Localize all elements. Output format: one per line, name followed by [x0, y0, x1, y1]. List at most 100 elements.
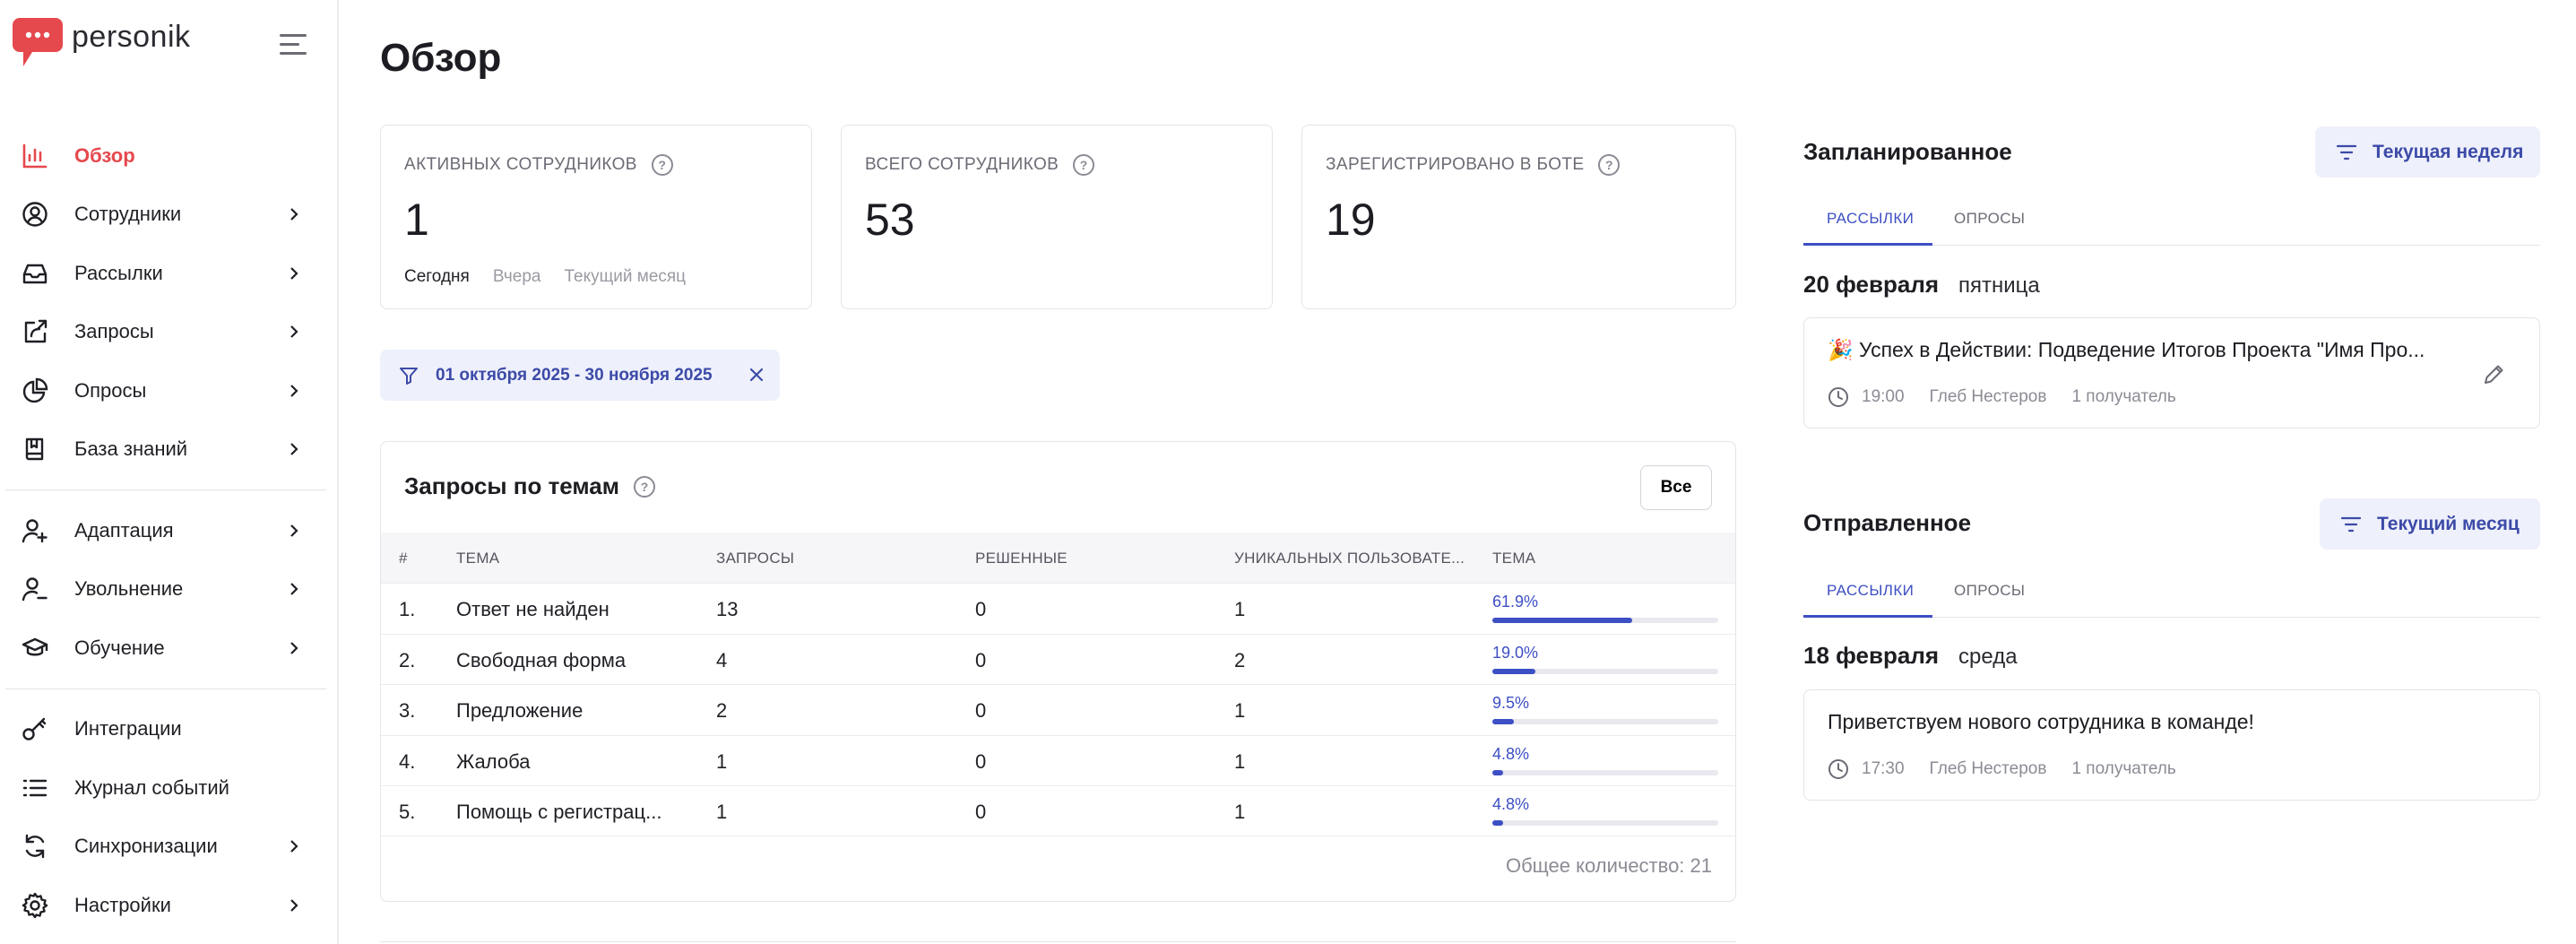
sidebar-item-employees[interactable]: Сотрудники: [0, 186, 332, 245]
chevron-right-icon: [290, 641, 298, 654]
column-header[interactable]: РЕШЕННЫЕ: [975, 550, 1068, 567]
date-filter-chip[interactable]: 01 октября 2025 - 30 ноября 2025: [380, 350, 780, 401]
help-icon[interactable]: ?: [634, 475, 656, 498]
column-header[interactable]: ТЕМА: [456, 550, 500, 567]
table-row[interactable]: 2. Свободная форма 4 0 2 19.0%: [381, 633, 1735, 685]
pencil-icon[interactable]: [2482, 361, 2507, 386]
sidebar-item-surveys[interactable]: Опросы: [0, 361, 332, 420]
help-icon[interactable]: ?: [1598, 154, 1621, 176]
progress-fill: [1492, 820, 1504, 826]
progress-fill: [1492, 719, 1514, 724]
month-filter-button[interactable]: Текущий месяц: [2320, 498, 2540, 550]
pie-chart-icon: [20, 376, 50, 406]
table-row[interactable]: 4. Жалоба 1 0 1 4.8%: [381, 734, 1735, 786]
table-row[interactable]: 5. Помощь с регистрац... 1 0 1 4.8%: [381, 785, 1735, 836]
tab-current-month[interactable]: Текущий месяц: [564, 267, 687, 286]
sidebar-item-label: Обучение: [74, 636, 165, 659]
weekday-label: пятница: [1958, 273, 2040, 298]
sidebar-item-sync[interactable]: Синхронизации: [0, 818, 332, 877]
tab-surveys[interactable]: ОПРОСЫ: [1954, 582, 2026, 599]
menu-toggle-icon[interactable]: [280, 32, 310, 57]
row-requests: 2: [716, 699, 728, 722]
column-header[interactable]: УНИКАЛЬНЫХ ПОЛЬЗОВАТЕ...: [1234, 550, 1465, 567]
row-requests: 13: [716, 598, 739, 620]
event-recipients: 1 получатель: [2071, 387, 2176, 406]
sidebar-item-mailings[interactable]: Рассылки: [0, 244, 332, 303]
sidebar-item-requests[interactable]: Запросы: [0, 303, 332, 362]
row-percent: 19.0%: [1492, 643, 1539, 662]
row-number: 4.: [399, 749, 416, 773]
sidebar-item-overview[interactable]: Обзор: [0, 126, 332, 186]
column-header[interactable]: ТЕМА: [1492, 550, 1536, 567]
chevron-right-icon: [290, 898, 298, 912]
progress-track: [1492, 618, 1718, 623]
logo-text: personik: [72, 19, 191, 54]
inbox-icon: [20, 258, 50, 289]
tab-surveys[interactable]: ОПРОСЫ: [1954, 210, 2026, 227]
sidebar-item-training[interactable]: Обучение: [0, 619, 332, 678]
chevron-right-icon: [290, 384, 298, 397]
stat-value: 19: [1326, 195, 1376, 245]
tab-mailings[interactable]: РАССЫЛКИ: [1827, 210, 1915, 227]
chevron-right-icon: [290, 208, 298, 221]
event-time: 19:00: [1862, 387, 1905, 406]
sidebar: personik Обзор Сотрудники Рассылки Запро…: [0, 0, 339, 944]
row-topic: Предложение: [456, 699, 583, 722]
stat-card-registered: ЗАРЕГИСТРИРОВАНО В БОТЕ? 19: [1301, 125, 1736, 309]
chevron-right-icon: [290, 583, 298, 596]
chevron-right-icon: [290, 443, 298, 456]
card-title: Запросы по темам: [404, 472, 620, 499]
stat-value: 1: [404, 195, 429, 245]
sidebar-item-dismissal[interactable]: Увольнение: [0, 560, 332, 619]
sidebar-item-adaptation[interactable]: Адаптация: [0, 501, 332, 560]
sidebar-item-label: Запросы: [74, 320, 154, 343]
user-add-icon: [20, 515, 50, 546]
table-row[interactable]: 1. Ответ не найден 13 0 1 61.9%: [381, 583, 1735, 634]
sent-event-card[interactable]: Приветствуем нового сотрудника в команде…: [1803, 689, 2540, 801]
stat-title: ЗАРЕГИСТРИРОВАНО В БОТЕ: [1326, 155, 1585, 174]
tab-mailings[interactable]: РАССЫЛКИ: [1827, 582, 1915, 599]
close-icon[interactable]: [748, 366, 765, 384]
sidebar-item-label: Опросы: [74, 378, 147, 402]
event-recipients: 1 получатель: [2071, 759, 2176, 778]
chevron-right-icon: [290, 840, 298, 853]
logo[interactable]: personik: [13, 14, 191, 70]
progress-track: [1492, 820, 1718, 826]
sidebar-item-label: Обзор: [74, 143, 135, 167]
row-percent: 9.5%: [1492, 694, 1530, 712]
tab-yesterday[interactable]: Вчера: [492, 267, 541, 286]
progress-fill: [1492, 668, 1535, 674]
all-button[interactable]: Все: [1640, 465, 1712, 510]
sidebar-item-knowledge-base[interactable]: База знаний: [0, 420, 332, 480]
column-header[interactable]: ЗАПРОСЫ: [716, 550, 795, 567]
stat-value: 53: [865, 195, 915, 245]
event-time: 17:30: [1862, 759, 1905, 778]
sent-tabs: РАССЫЛКИ ОПРОСЫ: [1803, 567, 2540, 618]
gear-icon: [20, 890, 50, 921]
progress-fill: [1492, 769, 1504, 775]
chevron-right-icon: [290, 325, 298, 339]
row-requests: 1: [716, 801, 728, 823]
week-filter-button[interactable]: Текущая неделя: [2315, 126, 2540, 178]
sidebar-item-settings[interactable]: Настройки: [0, 876, 332, 935]
row-solved: 0: [975, 598, 987, 620]
stat-card-active: АКТИВНЫХ СОТРУДНИКОВ? 1 Сегодня Вчера Те…: [380, 125, 812, 309]
planned-tabs: РАССЫЛКИ ОПРОСЫ: [1803, 195, 2540, 246]
sidebar-item-event-log[interactable]: Журнал событий: [0, 758, 332, 818]
help-icon[interactable]: ?: [651, 154, 673, 176]
row-requests: 4: [716, 648, 728, 671]
page-title: Обзор: [380, 36, 502, 80]
help-icon[interactable]: ?: [1073, 154, 1095, 176]
active-tab-indicator: [1803, 615, 1932, 618]
planned-event-card[interactable]: 🎉 Успех в Действии: Подведение Итогов Пр…: [1803, 317, 2540, 429]
table-row[interactable]: 3. Предложение 2 0 1 9.5%: [381, 684, 1735, 735]
active-tab-indicator: [1803, 243, 1932, 246]
clock-icon: [1828, 759, 1848, 779]
stat-title: АКТИВНЫХ СОТРУДНИКОВ: [404, 155, 637, 174]
row-number: 5.: [399, 801, 416, 823]
sidebar-item-integrations[interactable]: Интеграции: [0, 700, 332, 759]
sidebar-item-label: Синхронизации: [74, 835, 218, 858]
tab-today[interactable]: Сегодня: [404, 267, 470, 286]
sidebar-item-label: Настройки: [74, 893, 171, 916]
row-topic: Помощь с регистрац...: [456, 801, 662, 823]
